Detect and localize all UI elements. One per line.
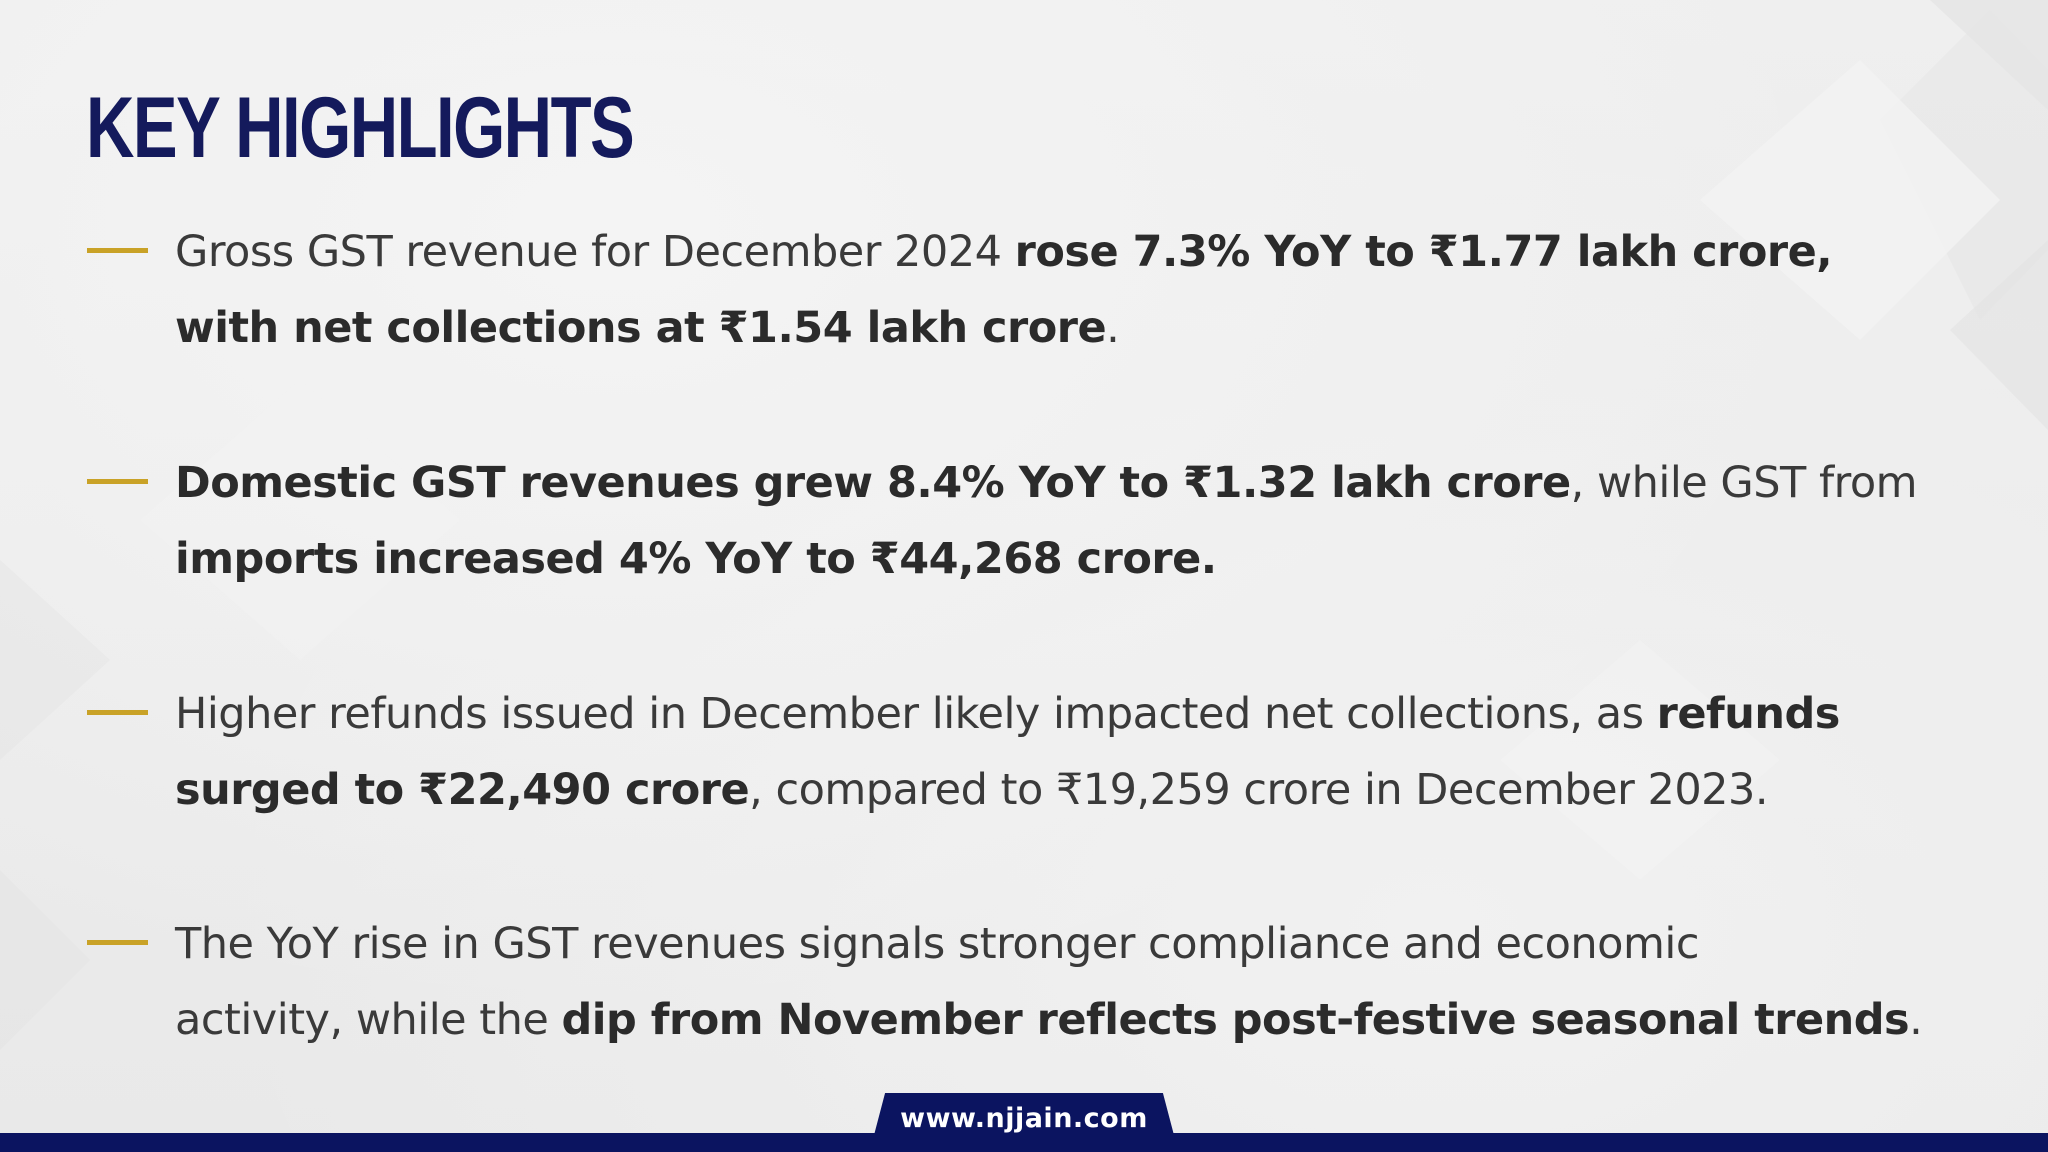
highlight-segment: , compared to ₹19,259 crore in December … xyxy=(749,765,1769,815)
highlight-emphasis: surged to ₹22,490 crore xyxy=(175,765,750,815)
highlight-segment: Gross GST revenue for December 2024 xyxy=(175,227,1015,277)
highlight-text: Gross GST revenue for December 2024 rose… xyxy=(175,214,2035,366)
highlight-item: Gross GST revenue for December 2024 rose… xyxy=(0,214,2048,374)
highlight-item: Higher refunds issued in December likely… xyxy=(0,676,2048,836)
footer-url-tab xyxy=(873,1093,1175,1139)
highlight-emphasis: refunds xyxy=(1656,689,1841,739)
bullet-dash xyxy=(87,710,148,715)
bullet-dash xyxy=(87,479,148,484)
bullet-dash xyxy=(87,248,148,253)
highlight-item: Domestic GST revenues grew 8.4% YoY to ₹… xyxy=(0,445,2048,605)
highlight-item: The YoY rise in GST revenues signals str… xyxy=(0,906,2048,1066)
highlight-text: The YoY rise in GST revenues signals str… xyxy=(175,906,2035,1058)
highlight-segment: The YoY rise in GST revenues signals str… xyxy=(175,919,1699,969)
highlight-emphasis: Domestic GST revenues grew 8.4% YoY to ₹… xyxy=(175,458,1571,508)
page-title: KEY HIGHLIGHTS xyxy=(86,80,635,176)
footer-bar xyxy=(0,1133,2048,1152)
highlight-emphasis: dip from November reflects post-festive … xyxy=(561,995,1910,1045)
highlight-emphasis: with net collections at ₹1.54 lakh crore xyxy=(175,303,1107,353)
highlight-emphasis: imports increased 4% YoY to ₹44,268 cror… xyxy=(175,534,1217,584)
highlight-segment: , while GST from xyxy=(1570,458,1918,508)
highlight-emphasis: rose 7.3% YoY to ₹1.77 lakh crore, xyxy=(1014,227,1833,277)
highlight-segment: Higher refunds issued in December likely… xyxy=(175,689,1657,739)
highlight-segment: activity, while the xyxy=(175,995,562,1045)
highlight-segment: . xyxy=(1106,303,1120,353)
highlight-text: Domestic GST revenues grew 8.4% YoY to ₹… xyxy=(175,445,2035,597)
highlight-segment: . xyxy=(1909,995,1923,1045)
highlight-text: Higher refunds issued in December likely… xyxy=(175,676,2035,828)
website-link[interactable]: www.njjain.com xyxy=(900,1103,1148,1134)
bullet-dash xyxy=(87,940,148,945)
